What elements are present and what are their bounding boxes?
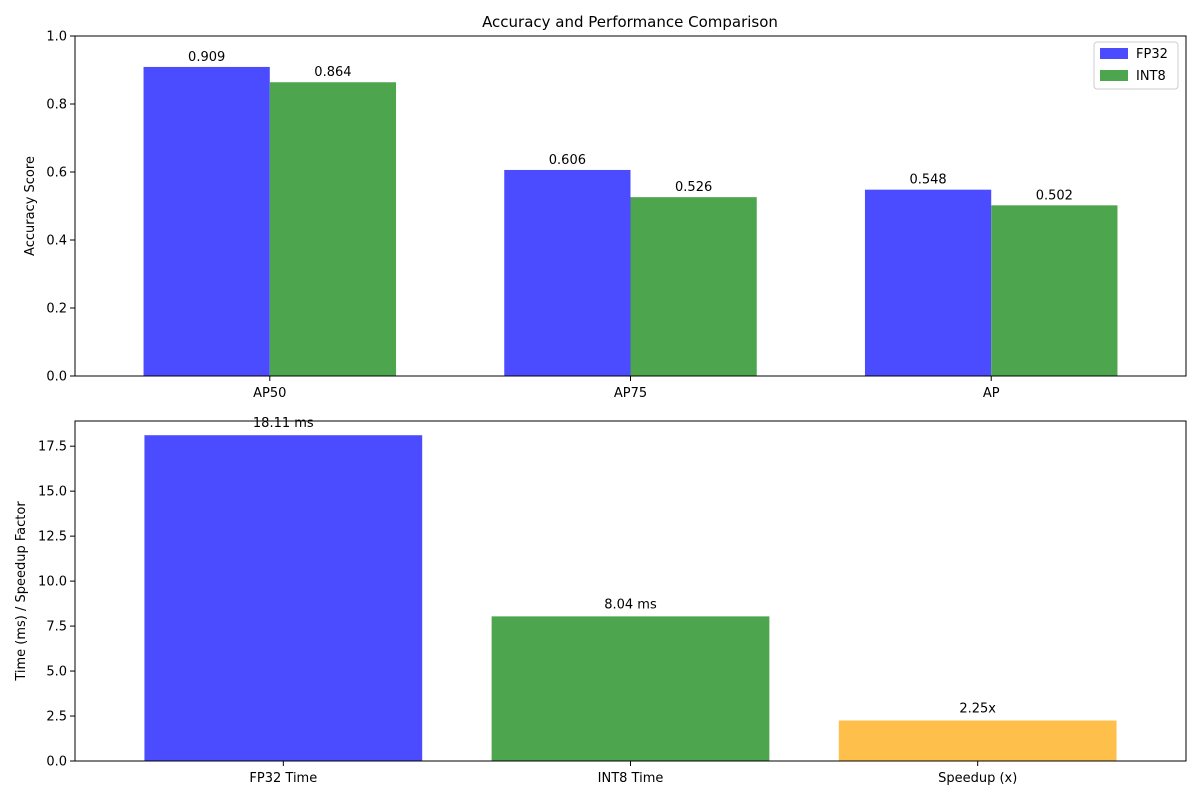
plot-frame bbox=[74, 35, 1187, 377]
bar-int8-time bbox=[491, 616, 770, 761]
accuracy-chart: Accuracy and Performance Comparison Accu… bbox=[23, 13, 1187, 401]
x-tick-label-ap: AP bbox=[983, 386, 1000, 401]
legend-swatch-int8 bbox=[1100, 70, 1128, 81]
data-label-fp32-time: 18.11 ms bbox=[253, 416, 314, 431]
plot-frame bbox=[74, 420, 1187, 762]
y-tick-label: 2.5 bbox=[46, 710, 67, 725]
bar-fp32-ap50 bbox=[143, 66, 270, 376]
bar-int8-ap bbox=[991, 205, 1118, 376]
legend-swatch-fp32 bbox=[1100, 48, 1128, 59]
data-label-fp32-ap75: 0.606 bbox=[549, 153, 586, 168]
x-tick-label-ap50: AP50 bbox=[253, 386, 286, 401]
data-label-int8-ap: 0.502 bbox=[1036, 188, 1073, 203]
chart-title: Accuracy and Performance Comparison bbox=[482, 13, 778, 31]
y-tick-label: 0.0 bbox=[46, 370, 67, 385]
legend-label-int8: INT8 bbox=[1136, 69, 1166, 84]
y-tick-label: 7.5 bbox=[46, 620, 67, 635]
accuracy-plot-area: 0.0 0.2 0.4 0.6 0.8 1.0 0.909 0.864 AP50 0.606 0.5… bbox=[46, 30, 1187, 401]
bar-fp32-time bbox=[144, 435, 423, 761]
performance-plot-area: 0.0 2.5 5.0 7.5 10.0 12.5 15.0 17.5 18.11 ms FP32… bbox=[38, 416, 1187, 786]
y-tick-label: 5.0 bbox=[46, 665, 67, 680]
data-label-fp32-ap50: 0.909 bbox=[188, 50, 225, 65]
bar-int8-ap75 bbox=[630, 197, 757, 376]
data-label-int8-time: 8.04 ms bbox=[604, 597, 657, 612]
data-label-int8-ap50: 0.864 bbox=[314, 65, 351, 80]
y-tick-label: 0.0 bbox=[46, 755, 67, 770]
y-axis-label: Accuracy Score bbox=[23, 156, 38, 256]
data-label-int8-ap75: 0.526 bbox=[675, 180, 712, 195]
bar-int8-ap50 bbox=[269, 82, 397, 377]
performance-chart: Time (ms) / Speedup Factor 0.0 2.5 5.0 7.5 1… bbox=[14, 416, 1187, 786]
bar-fp32-ap bbox=[864, 189, 992, 376]
y-tick-label: 12.5 bbox=[38, 530, 67, 545]
x-tick-label-int8-time: INT8 Time bbox=[598, 771, 664, 786]
y-tick-label: 0.8 bbox=[46, 98, 67, 113]
legend: FP32 INT8 bbox=[1093, 41, 1179, 90]
legend-label-fp32: FP32 bbox=[1136, 47, 1168, 62]
y-axis-label: Time (ms) / Speedup Factor bbox=[14, 501, 29, 682]
y-tick-label: 15.0 bbox=[38, 485, 67, 500]
x-tick-label-ap75: AP75 bbox=[614, 386, 647, 401]
bar-fp32-ap75 bbox=[504, 169, 631, 376]
bar-speedup-x bbox=[838, 720, 1117, 761]
y-tick-label: 17.5 bbox=[38, 440, 67, 455]
y-tick-label: 10.0 bbox=[38, 575, 67, 590]
y-tick-label: 1.0 bbox=[46, 30, 67, 45]
y-tick-label: 0.6 bbox=[46, 166, 67, 181]
data-label-fp32-ap: 0.548 bbox=[909, 173, 946, 188]
x-tick-label-fp32-time: FP32 Time bbox=[249, 771, 317, 786]
data-label-speedup-x: 2.25x bbox=[959, 702, 996, 717]
y-tick-label: 0.4 bbox=[46, 234, 67, 249]
y-tick-label: 0.2 bbox=[46, 302, 67, 317]
x-tick-label-speedup-x: Speedup (x) bbox=[938, 771, 1017, 786]
